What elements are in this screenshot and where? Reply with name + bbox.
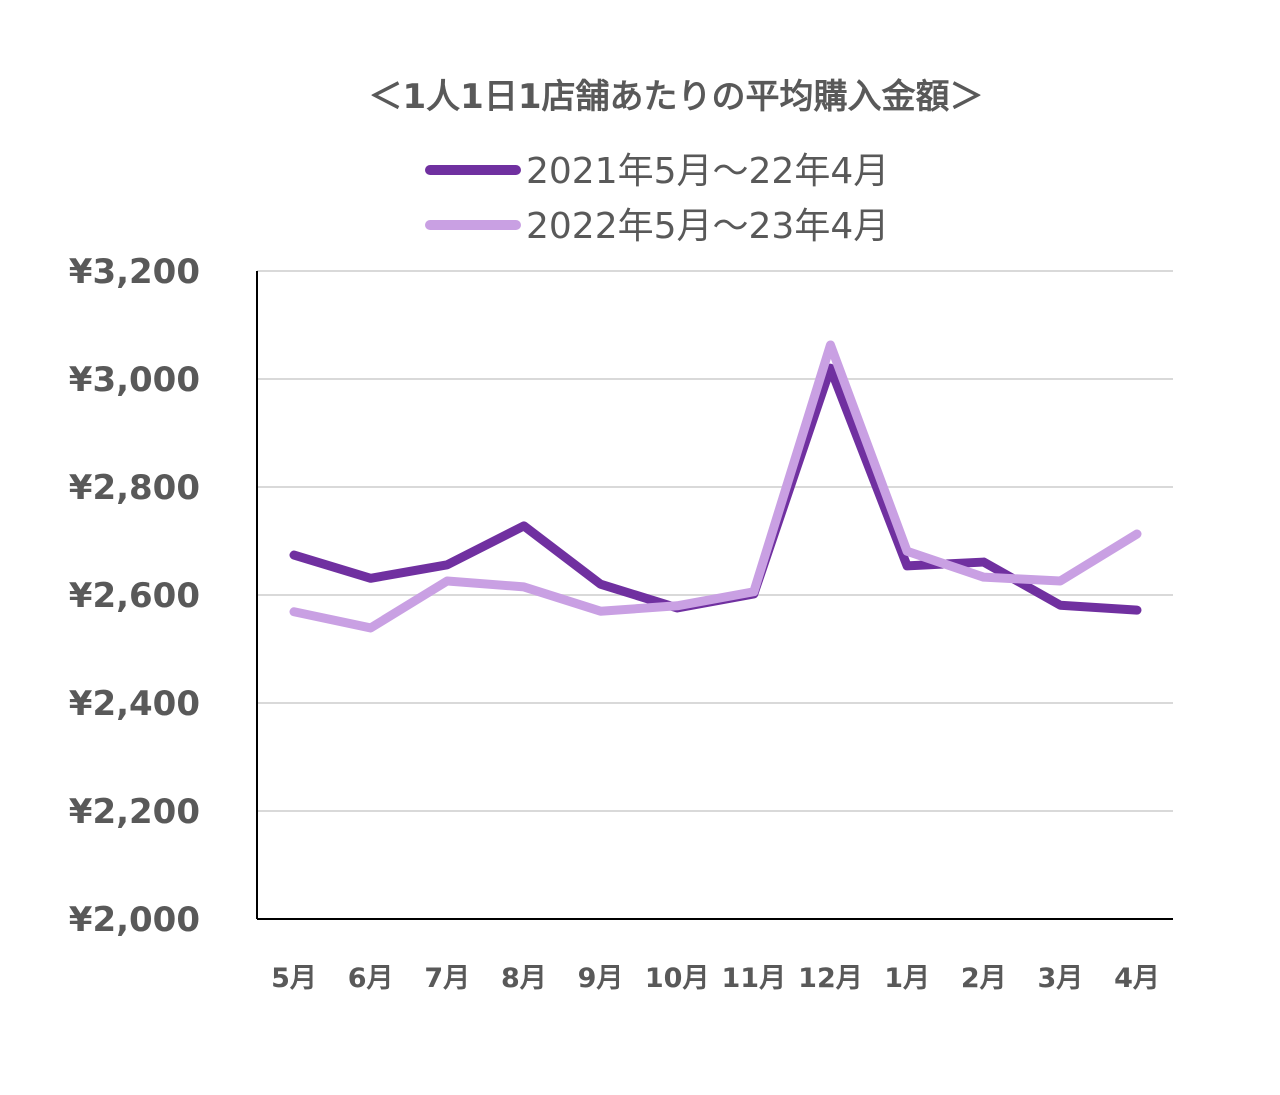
series-line-2 xyxy=(289,340,1142,633)
x-tick-label: 9月 xyxy=(578,963,624,994)
y-tick-label: ¥3,000 xyxy=(69,360,200,400)
legend-label: 2021年5月～22年4月 xyxy=(526,151,889,192)
y-tick-label: ¥2,800 xyxy=(69,468,200,508)
y-tick-label: ¥2,200 xyxy=(69,792,200,832)
gridlines xyxy=(257,270,1173,812)
legend-label: 2022年5月～23年4月 xyxy=(526,206,889,247)
x-tick-label: 10月 xyxy=(645,963,710,994)
x-tick-label: 1月 xyxy=(884,963,930,994)
x-tick-label: 12月 xyxy=(798,963,863,994)
chart-title: ＜1人1日1店舗あたりの平均購入金額＞ xyxy=(369,77,984,117)
x-tick-label: 4月 xyxy=(1114,963,1160,994)
series-line-1 xyxy=(289,363,1142,615)
series-group xyxy=(289,340,1142,633)
y-axis: ¥2,000 ¥2,200 ¥2,400 ¥2,600 ¥2,800 ¥3,000 ¥3,2… xyxy=(69,252,258,940)
x-tick-label: 3月 xyxy=(1037,963,1083,994)
y-tick-label: ¥3,200 xyxy=(69,252,200,292)
x-tick-label: 11月 xyxy=(722,963,787,994)
x-tick-label: 8月 xyxy=(501,963,547,994)
x-tick-label: 2月 xyxy=(961,963,1007,994)
x-tick-label: 5月 xyxy=(271,963,317,994)
legend: 2021年5月～22年4月 2022年5月～23年4月 xyxy=(425,151,889,247)
y-tick-label: ¥2,000 xyxy=(69,900,200,940)
y-tick-label: ¥2,600 xyxy=(69,576,200,616)
x-tick-label: 6月 xyxy=(348,963,394,994)
y-tick-label: ¥2,400 xyxy=(69,684,200,724)
x-axis: 5月 6月 7月 8月 9月 10月 11月 12月 1月 2月 3月 4月 xyxy=(257,918,1173,994)
x-tick-label: 7月 xyxy=(424,963,470,994)
